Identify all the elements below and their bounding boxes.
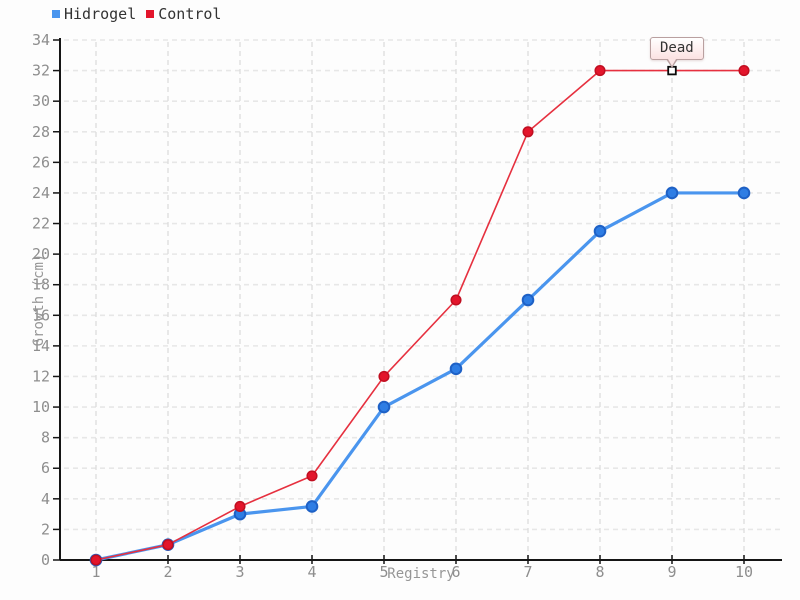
x-tick-label: 6: [451, 563, 460, 581]
y-tick-label: 4: [41, 490, 50, 508]
x-tick-label: 7: [523, 563, 532, 581]
data-point-control: [234, 500, 246, 513]
data-point-control: [306, 470, 318, 482]
data-point-control: [450, 294, 462, 306]
x-axis-title: Registry: [387, 566, 455, 582]
x-tick-label: 10: [735, 563, 753, 581]
dead-annotation-label: Dead: [660, 39, 694, 56]
x-tick-label: 9: [667, 563, 676, 581]
data-point-control: [162, 539, 174, 551]
y-axis-title: Growth (cm): [31, 253, 47, 347]
y-tick-label: 30: [32, 92, 50, 110]
series-line-hidrogel: [94, 191, 746, 562]
dead-point-marker: [667, 65, 677, 76]
y-tick-label: 18: [32, 276, 50, 294]
y-tick-label: 6: [41, 459, 50, 477]
y-tick-label: 0: [41, 551, 50, 569]
data-point-control: [522, 126, 534, 138]
y-tick-label: 20: [32, 245, 50, 263]
data-point-hidrogel: [737, 186, 751, 200]
legend: Hidrogel Control: [52, 5, 221, 23]
legend-item-hidrogel[interactable]: Hidrogel: [52, 5, 136, 23]
y-tick-label: 8: [41, 429, 50, 447]
legend-swatch-control: [146, 10, 155, 18]
y-tick-label: 26: [32, 153, 50, 171]
y-tick-label: 34: [32, 31, 50, 49]
data-point-control: [738, 65, 750, 77]
y-tick-label: 22: [32, 215, 50, 233]
y-tick-label: 12: [32, 367, 50, 385]
dead-annotation-tooltip: Dead: [650, 36, 704, 68]
x-tick-label: 2: [163, 563, 172, 581]
y-tick-label: 10: [32, 398, 50, 416]
legend-swatch-hidrogel: [52, 10, 60, 18]
data-point-control: [378, 370, 390, 383]
data-point-hidrogel: [449, 362, 463, 376]
x-tick-label: 4: [307, 563, 316, 581]
x-tick-label: 5: [379, 563, 388, 581]
y-tick-label: 24: [32, 184, 50, 202]
data-point-hidrogel: [377, 400, 391, 414]
data-point-control: [594, 65, 606, 77]
y-tick-label: 28: [32, 123, 50, 141]
data-point-control: [90, 554, 102, 566]
legend-label-hidrogel: Hidrogel: [64, 5, 137, 23]
data-point-hidrogel: [521, 293, 535, 307]
y-tick-label: 16: [32, 306, 50, 324]
series-line-control: [95, 69, 745, 561]
data-point-hidrogel: [593, 224, 607, 238]
y-tick-label: 14: [32, 337, 50, 355]
legend-item-control[interactable]: Control: [146, 5, 221, 23]
y-tick-label: 32: [32, 62, 50, 80]
x-tick-label: 8: [595, 563, 604, 581]
x-tick-label: 1: [91, 563, 100, 581]
legend-label-control: Control: [158, 5, 222, 23]
y-tick-label: 2: [41, 520, 50, 538]
x-tick-label: 3: [235, 563, 244, 581]
data-point-hidrogel: [305, 500, 319, 513]
data-point-hidrogel: [665, 186, 679, 200]
